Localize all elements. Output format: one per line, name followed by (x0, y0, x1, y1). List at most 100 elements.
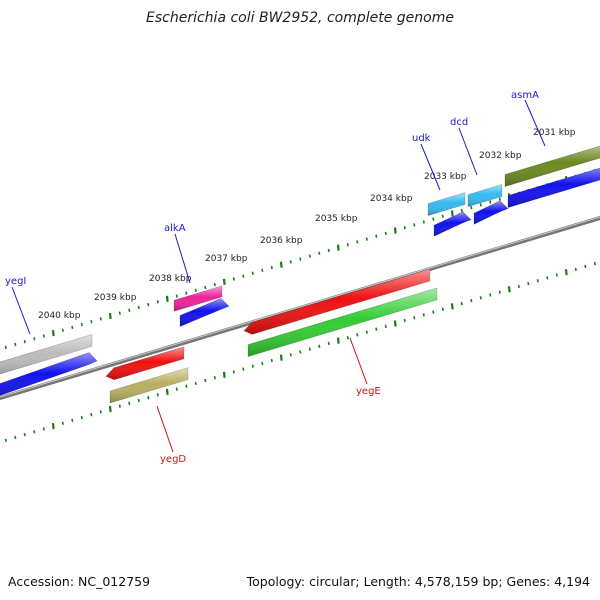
minor-tick (470, 206, 473, 210)
major-tick (279, 354, 283, 361)
gene-label-alkA[interactable]: alkA (164, 223, 186, 234)
major-tick (108, 312, 112, 320)
gene-label-yegI[interactable]: yegI (5, 276, 26, 287)
minor-tick (441, 307, 444, 311)
minor-tick (384, 231, 387, 236)
minor-tick (261, 268, 264, 273)
minor-tick (213, 282, 216, 287)
major-tick (450, 303, 454, 310)
minor-tick (479, 203, 482, 207)
cds-feature-forward (0, 352, 98, 396)
major-tick (51, 329, 55, 337)
scale-tick-label: 2037 kbp (205, 254, 248, 264)
minor-tick (460, 208, 463, 213)
minor-tick (422, 313, 425, 317)
minor-tick (242, 367, 245, 371)
gene-label-yegD[interactable]: yegD (160, 454, 186, 465)
minor-tick (33, 430, 36, 434)
minor-tick (61, 421, 64, 425)
minor-tick (574, 267, 577, 272)
minor-tick (289, 260, 292, 264)
minor-tick (185, 291, 188, 295)
minor-tick (270, 265, 273, 270)
minor-tick (308, 347, 311, 351)
minor-tick (308, 254, 311, 258)
minor-tick (23, 339, 26, 344)
scale-tick-row (4, 168, 596, 350)
minor-tick (327, 341, 330, 346)
minor-tick (460, 301, 463, 306)
gene-label-udk[interactable]: udk (412, 133, 431, 144)
minor-tick (137, 305, 140, 310)
major-tick (564, 269, 568, 276)
minor-tick (441, 214, 444, 218)
minor-tick (194, 288, 197, 293)
minor-tick (470, 299, 473, 303)
minor-tick (194, 381, 197, 386)
minor-tick (90, 413, 93, 417)
minor-tick (479, 296, 482, 300)
cds-feature-forward (179, 298, 230, 327)
minor-tick (432, 217, 435, 221)
minor-tick (175, 387, 178, 391)
genome-summary-text: Topology: circular; Length: 4,578,159 bp… (246, 574, 590, 589)
minor-tick (555, 273, 558, 277)
minor-tick (128, 401, 131, 405)
accession-text: Accession: NC_012759 (8, 574, 151, 589)
lower-tick-row (4, 261, 596, 443)
minor-tick (242, 274, 245, 278)
major-tick (279, 261, 283, 268)
minor-tick (23, 432, 26, 437)
major-tick (108, 405, 112, 413)
cds-feature-forward (473, 200, 509, 225)
minor-tick (270, 358, 273, 363)
minor-tick (356, 240, 359, 244)
minor-tick (536, 279, 539, 283)
minor-tick (498, 290, 501, 294)
minor-tick (327, 248, 330, 253)
minor-tick (403, 225, 406, 230)
minor-tick (137, 398, 140, 403)
scale-tick-label: 2039 kbp (94, 293, 137, 303)
scale-tick-label: 2038 kbp (149, 274, 192, 284)
major-tick (450, 210, 454, 217)
gene-callout-line (524, 99, 546, 147)
minor-tick (71, 325, 74, 330)
scale-tick-label: 2035 kbp (315, 214, 358, 224)
minor-tick (33, 337, 36, 341)
minor-tick (213, 375, 216, 380)
gene-callout-line (420, 143, 441, 191)
minor-tick (204, 285, 207, 290)
minor-tick (593, 261, 596, 266)
minor-tick (14, 435, 17, 440)
cds-feature-reverse (109, 367, 189, 404)
minor-tick (365, 330, 368, 334)
minor-tick (204, 378, 207, 383)
major-tick (393, 320, 397, 327)
minor-tick (156, 393, 159, 397)
scale-tick-label: 2034 kbp (370, 194, 413, 204)
major-tick (222, 278, 226, 285)
minor-tick (318, 344, 321, 348)
gene-feature-yegD (105, 346, 185, 381)
gene-label-asmA[interactable]: asmA (511, 90, 539, 101)
gene-callout-line (156, 405, 174, 453)
minor-tick (498, 197, 501, 201)
minor-tick (527, 281, 530, 286)
gene-feature-udk (427, 192, 466, 217)
gene-feature-alkA (173, 285, 223, 312)
minor-tick (156, 300, 159, 304)
cds-feature-forward (507, 167, 600, 209)
minor-tick (80, 415, 83, 420)
gene-label-yegE[interactable]: yegE (356, 386, 381, 397)
minor-tick (118, 404, 121, 408)
minor-tick (489, 200, 492, 204)
cds-feature-reverse (247, 287, 438, 358)
gene-label-dcd[interactable]: dcd (450, 117, 468, 128)
minor-tick (185, 384, 188, 388)
minor-tick (365, 237, 368, 241)
minor-tick (299, 257, 302, 261)
minor-tick (489, 293, 492, 297)
